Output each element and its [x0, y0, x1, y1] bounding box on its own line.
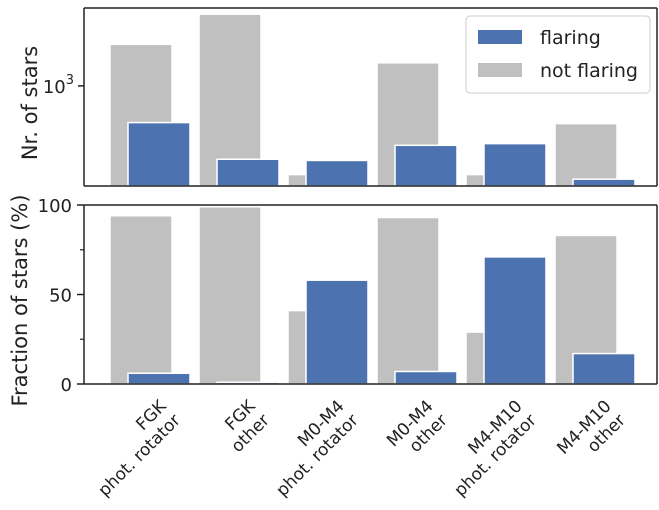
bottom-y-tick-label-1: 50 [49, 286, 72, 307]
bar-fraction-flaring-4 [483, 256, 547, 385]
bottom-y-tick-label-0: 0 [61, 375, 72, 396]
bar-fraction-not-flaring-1 [198, 206, 262, 385]
bar-fraction-flaring-3 [394, 370, 458, 385]
legend: flaring not flaring [465, 15, 651, 94]
category-label-5: M4-M10other [553, 396, 629, 472]
bar-fraction-flaring-0 [127, 372, 191, 385]
top-y-tick-label-0: 103 [43, 73, 74, 98]
category-labels: FGKphot. rotator FGKother M0-M4phot. rotat… [80, 396, 630, 501]
category-label-1: FGKother [213, 396, 274, 457]
legend-label-1: not flaring [540, 60, 638, 82]
bar-count-flaring-0 [127, 121, 191, 187]
bar-count-not-flaring-1 [198, 13, 262, 187]
bar-fraction-not-flaring-0 [109, 214, 173, 385]
bottom-y-tick-label-2: 100 [38, 196, 72, 217]
category-label-0: FGKphot. rotator [80, 396, 185, 501]
bar-count-flaring-2 [305, 159, 369, 187]
bar-count-flaring-4 [483, 142, 547, 187]
category-label-2: M0-M4phot. rotator [258, 396, 362, 500]
bar-fraction-not-flaring-3 [376, 216, 440, 385]
bar-fraction-flaring-5 [572, 352, 636, 385]
bar-count-not-flaring-5 [554, 122, 618, 187]
bottom-y-axis-title: Fraction of stars (%) [8, 194, 32, 406]
legend-label-0: flaring [540, 27, 601, 49]
bar-fraction-flaring-2 [305, 279, 369, 385]
bar-count-flaring-5 [572, 178, 636, 187]
category-label-4: M4-M10phot. rotator [436, 396, 540, 500]
bar-count-flaring-3 [394, 144, 458, 187]
top-y-axis-title: Nr. of stars [18, 46, 42, 160]
legend-swatch-1 [478, 63, 522, 77]
category-label-3: M0-M4other [383, 396, 452, 465]
bottom-panel-star-fractions: 0 50 100 Fraction of stars (%) [8, 194, 658, 407]
legend-swatch-0 [478, 30, 522, 44]
bar-count-flaring-1 [216, 158, 280, 187]
